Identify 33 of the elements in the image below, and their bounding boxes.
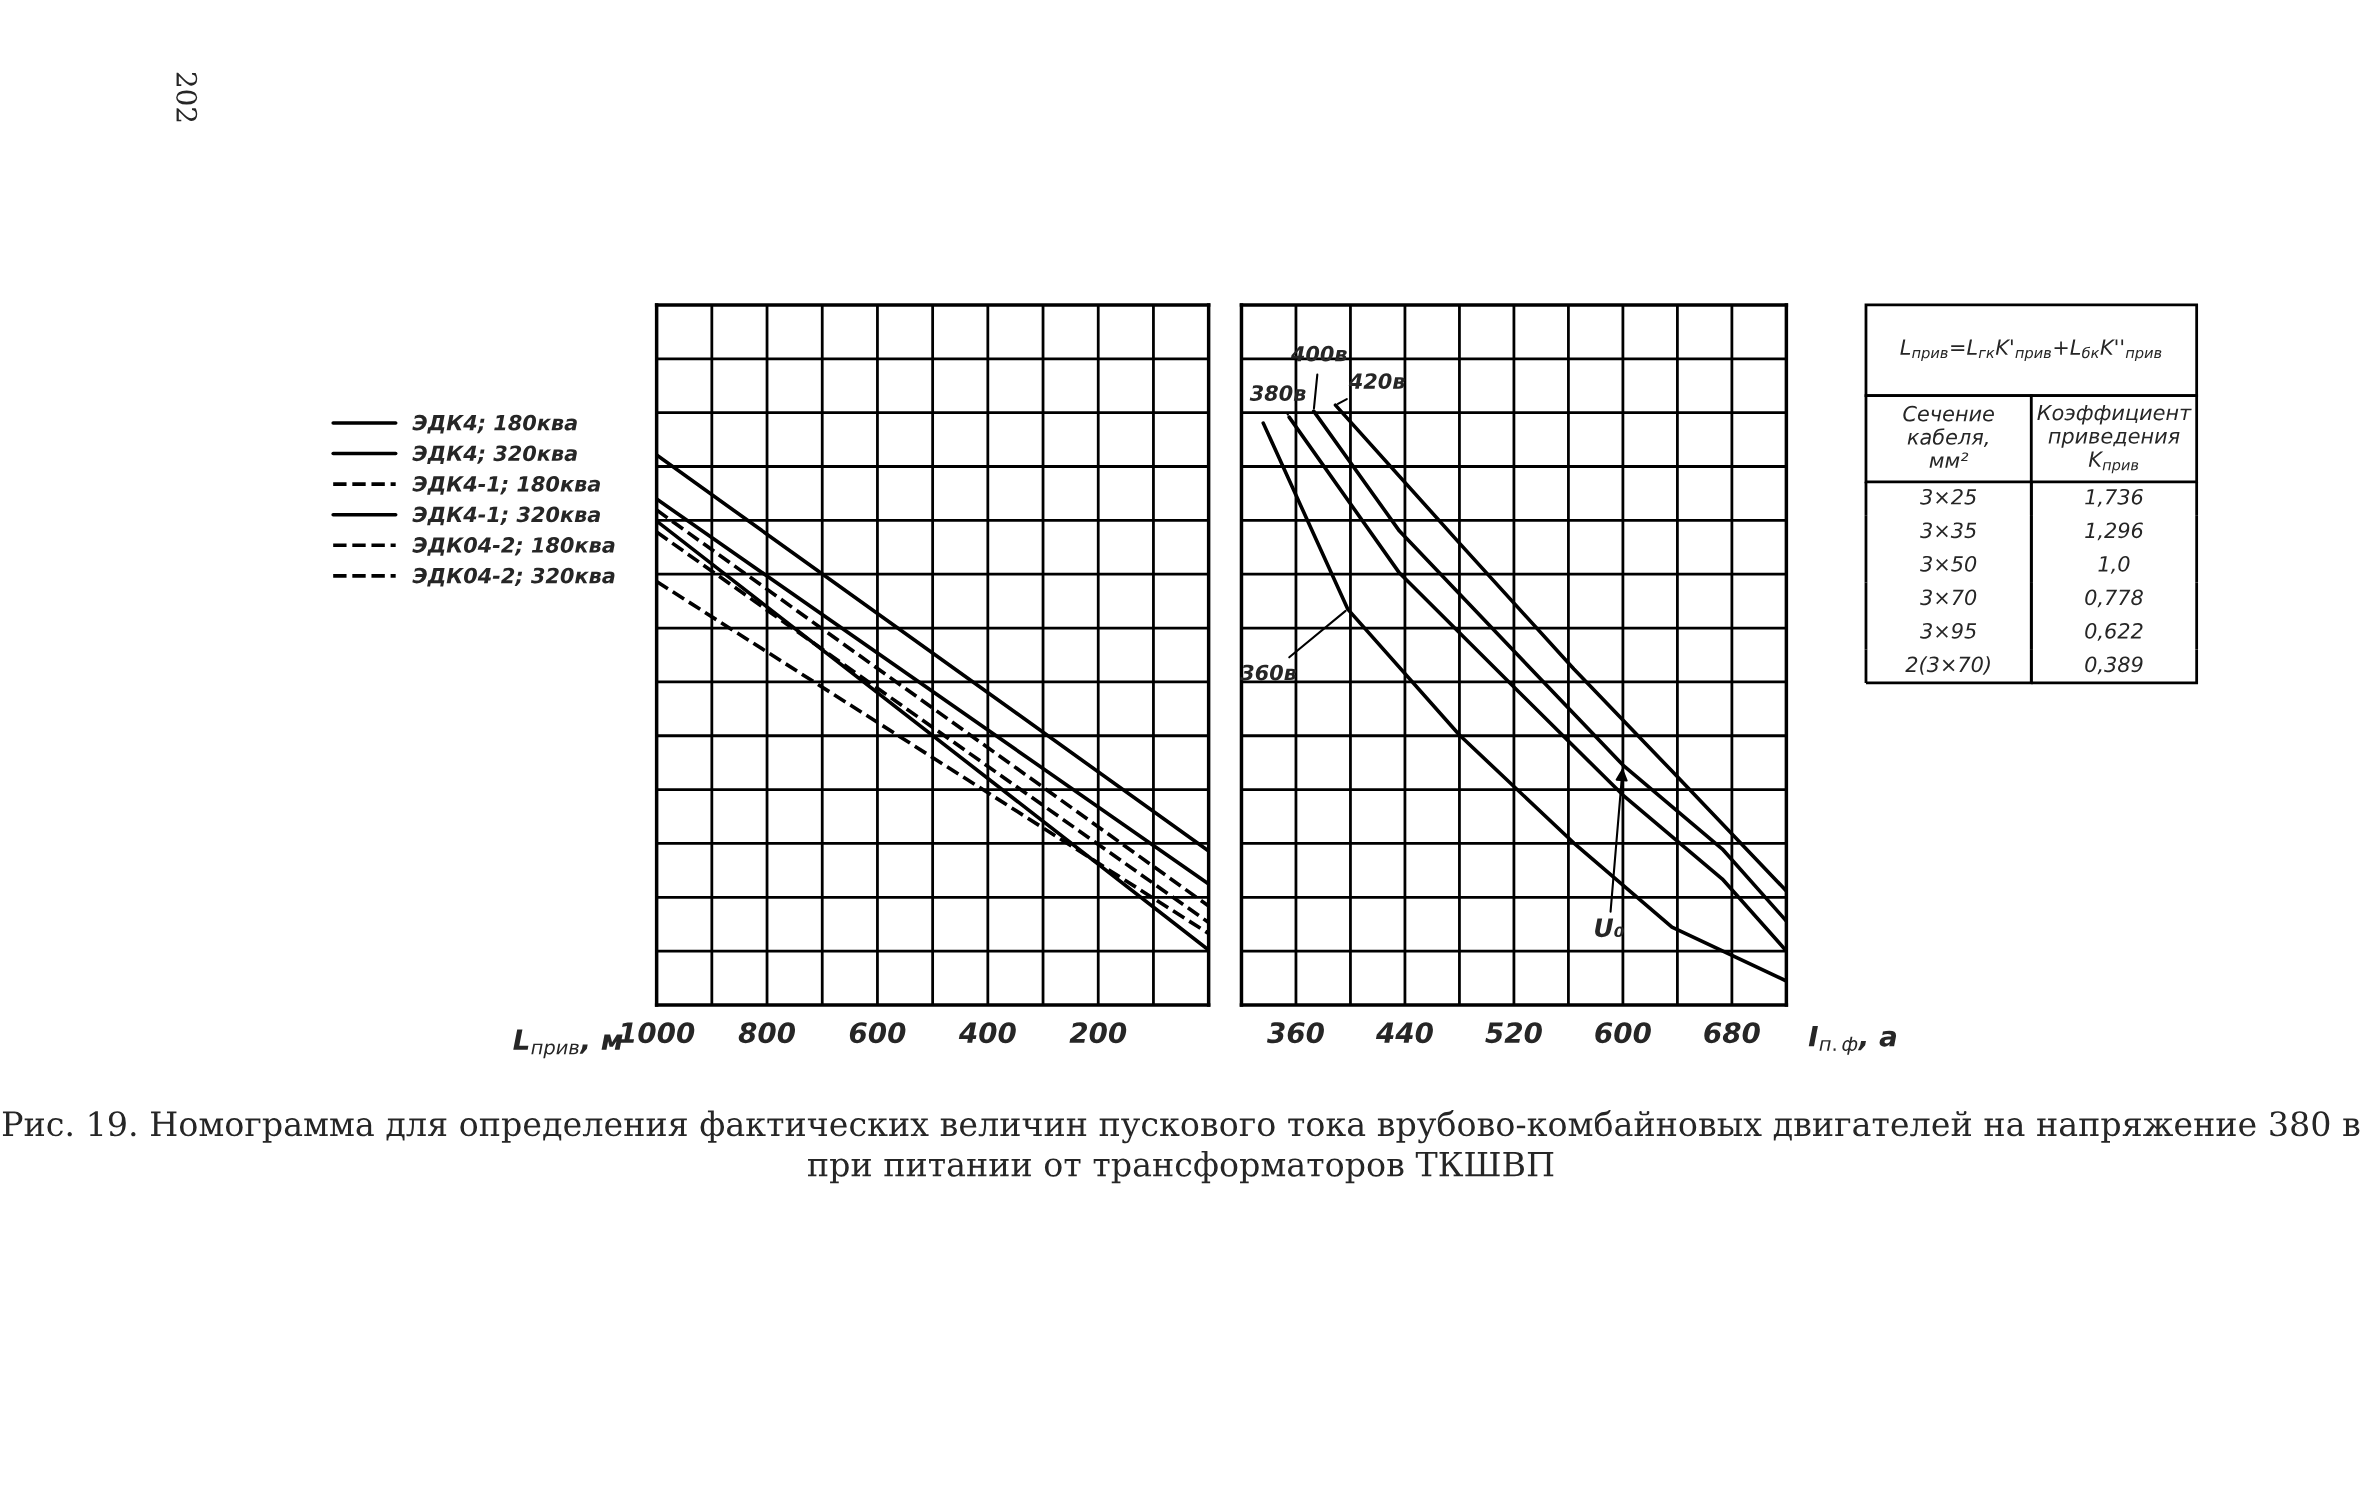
text: Рис. 19. Номограмма для определения фактических величин пускового тока врубово-комбайновых двигателей на напряжение 380 в при питании от трансформаторов ТКШВП [2,1110,2360,1184]
x-tick-label: 360 [1266,1022,1324,1044]
legend-label: ЭДК04-2; 180ква [412,537,615,556]
text: Сечение кабеля, мм² [1903,405,1994,468]
text: 0,778 [2085,589,2143,608]
text: 0,389 [2085,656,2143,675]
text: 1,0 [2098,555,2130,574]
x-tick-label: 520 [1485,1022,1542,1044]
text: 202 [176,72,198,122]
x-tick-label: 400 [958,1022,1016,1044]
text: 1,736 [2085,488,2143,507]
text: 3×25 [1920,488,1977,505]
x-tick-label: 600 [849,1022,906,1044]
legend-label: ЭДК4; 180ква [412,414,577,434]
text: 2(3×70) [1905,656,1990,675]
x-tick-label: 800 [738,1022,796,1044]
text: 3×35 [1920,522,1977,539]
legend-label: ЭДК4-1; 320ква [412,506,600,526]
x-tick-label: 680 [1704,1022,1760,1044]
legend-label: ЭДК04-2; 320ква [412,567,615,587]
x-tick-label: 200 [1069,1022,1127,1044]
text: 3×50 [1920,555,1977,572]
x-tick-label: 600 [1595,1022,1651,1044]
x-tick-label: 440 [1375,1022,1433,1044]
text: 3×95 [1920,622,1977,639]
x-axis-title: I$_{п.ф}$, а [1808,1026,1897,1055]
text: 1,296 [2085,522,2143,541]
legend-label: ЭДК4-1; 180ква [412,475,600,495]
legend-label: ЭДК4; 320ква [412,445,577,465]
text: 0,622 [2085,622,2143,641]
text: Коэффициент приведения K$_{прив}$ [2037,404,2192,474]
text: 3×70 [1920,589,1977,606]
text: L$_{прив}$=L$_{гк}$K'$_{прив}$+L$_{бк}$K''$_{прив}$ [1900,339,2162,362]
